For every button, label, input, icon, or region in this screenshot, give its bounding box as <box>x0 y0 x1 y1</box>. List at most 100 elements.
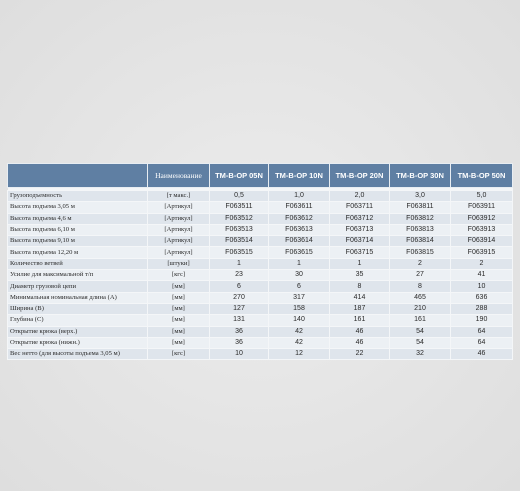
value-cell: 270 <box>209 291 269 304</box>
value-cell: 5,0 <box>450 189 513 203</box>
value-cell: 6 <box>268 280 330 293</box>
value-cell: F063813 <box>389 223 451 237</box>
value-cell: F063712 <box>329 212 390 225</box>
row-name: Высота подъема 9,10 м <box>7 235 148 248</box>
value-cell: F063912 <box>450 212 513 225</box>
table-row: Высота подъема 3,05 м [Артикул] F063511 F06… <box>7 201 513 214</box>
table-row: Количество ветвей [штуки] 1 1 1 2 2 <box>7 257 513 271</box>
value-cell: F063611 <box>268 201 330 214</box>
value-cell: F063515 <box>209 246 269 259</box>
value-cell: F063714 <box>329 235 390 248</box>
value-cell: F063913 <box>450 223 513 237</box>
unit-cell: [мм] <box>147 336 210 350</box>
value-cell: F063811 <box>389 201 451 214</box>
value-cell: 54 <box>389 336 451 350</box>
value-cell: 2 <box>389 257 451 271</box>
value-cell: 2 <box>450 257 513 271</box>
value-cell: 30 <box>268 269 330 282</box>
row-name: Минимальная номинальная длина (A) <box>7 291 148 304</box>
value-cell: 3,0 <box>389 189 451 203</box>
unit-cell: [Артикул] <box>147 235 210 248</box>
row-name: Высота подъема 12,20 м <box>7 246 148 259</box>
value-cell: 317 <box>268 291 330 304</box>
header-cell: TM-B-OP 30N <box>389 163 451 188</box>
value-cell: 36 <box>209 336 269 350</box>
value-cell: 23 <box>209 269 269 282</box>
unit-cell: [мм] <box>147 302 210 316</box>
value-cell: 161 <box>329 314 390 327</box>
unit-cell: [Артикул] <box>147 212 210 225</box>
value-cell: 10 <box>450 280 513 293</box>
unit-cell: [мм] <box>147 314 210 327</box>
value-cell: F063715 <box>329 246 390 259</box>
value-cell: 158 <box>268 302 330 316</box>
value-cell: 161 <box>389 314 451 327</box>
value-cell: F063512 <box>209 212 269 225</box>
value-cell: 64 <box>450 336 513 350</box>
value-cell: 1 <box>209 257 269 271</box>
row-name: Высота подъема 6,10 м <box>7 223 148 237</box>
row-name: Высота подъема 3,05 м <box>7 201 148 214</box>
unit-cell: [штуки] <box>147 257 210 271</box>
row-name: Открытие крюка (верх.) <box>7 325 148 338</box>
table-row: Грузоподъемность [т макс.] 0,5 1,0 2,0 3,0 5,0 <box>7 189 513 203</box>
unit-cell: [мм] <box>147 325 210 338</box>
value-cell: 36 <box>209 325 269 338</box>
unit-cell: [т макс.] <box>147 189 210 203</box>
row-name: Вес нетто (для высоты подъема 3,05 м) <box>7 348 148 361</box>
value-cell: 465 <box>389 291 451 304</box>
unit-cell: [мм] <box>147 291 210 304</box>
value-cell: 42 <box>268 336 330 350</box>
header-cell: TM-B-OP 05N <box>209 163 269 188</box>
table-row: Открытие крюка (нижн.) [мм] 36 42 46 54 64 <box>7 336 513 350</box>
value-cell: 12 <box>268 348 330 361</box>
unit-cell: [кгс] <box>147 348 210 361</box>
table-row: Вес нетто (для высоты подъема 3,05 м) [кг… <box>7 348 513 361</box>
row-name: Открытие крюка (нижн.) <box>7 336 148 350</box>
value-cell: 35 <box>329 269 390 282</box>
value-cell: 414 <box>329 291 390 304</box>
value-cell: F063915 <box>450 246 513 259</box>
value-cell: 42 <box>268 325 330 338</box>
value-cell: 27 <box>389 269 451 282</box>
value-cell: 1 <box>329 257 390 271</box>
value-cell: 127 <box>209 302 269 316</box>
value-cell: 288 <box>450 302 513 316</box>
value-cell: 41 <box>450 269 513 282</box>
header-cell: TM-B-OP 20N <box>329 163 390 188</box>
row-name: Глубина (C) <box>7 314 148 327</box>
table-row: Высота подъема 6,10 м [Артикул] F063513 F06… <box>7 223 513 237</box>
unit-cell: [кгс] <box>147 269 210 282</box>
value-cell: 10 <box>209 348 269 361</box>
table-row: Высота подъема 12,20 м [Артикул] F063515 F0… <box>7 246 513 259</box>
value-cell: F063615 <box>268 246 330 259</box>
value-cell: 131 <box>209 314 269 327</box>
value-cell: 2,0 <box>329 189 390 203</box>
value-cell: F063511 <box>209 201 269 214</box>
value-cell: 0,5 <box>209 189 269 203</box>
value-cell: F063713 <box>329 223 390 237</box>
table-row: Диаметр грузовой цепи [мм] 6 6 8 8 10 <box>7 280 513 293</box>
value-cell: F063614 <box>268 235 330 248</box>
value-cell: 140 <box>268 314 330 327</box>
value-cell: 636 <box>450 291 513 304</box>
value-cell: 8 <box>389 280 451 293</box>
value-cell: 46 <box>450 348 513 361</box>
value-cell: F063812 <box>389 212 451 225</box>
value-cell: 32 <box>389 348 451 361</box>
row-name: Диаметр грузовой цепи <box>7 280 148 293</box>
value-cell: F063612 <box>268 212 330 225</box>
header-row: Наименование TM-B-OP 05N TM-B-OP 10N TM-B-O… <box>7 163 513 188</box>
value-cell: 190 <box>450 314 513 327</box>
spec-table: Наименование TM-B-OP 05N TM-B-OP 10N TM-B-O… <box>7 163 513 361</box>
table-row: Усилие для максимальной т/п [кгс] 23 30 35 27… <box>7 269 513 282</box>
table-row: Высота подъема 4,6 м [Артикул] F063512 F063… <box>7 212 513 225</box>
table-row: Высота подъема 9,10 м [Артикул] F063514 F06… <box>7 235 513 248</box>
header-cell: TM-B-OP 50N <box>450 163 513 188</box>
header-cell: Наименование <box>147 163 210 188</box>
value-cell: F063814 <box>389 235 451 248</box>
unit-cell: [Артикул] <box>147 246 210 259</box>
value-cell: 187 <box>329 302 390 316</box>
unit-cell: [Артикул] <box>147 201 210 214</box>
